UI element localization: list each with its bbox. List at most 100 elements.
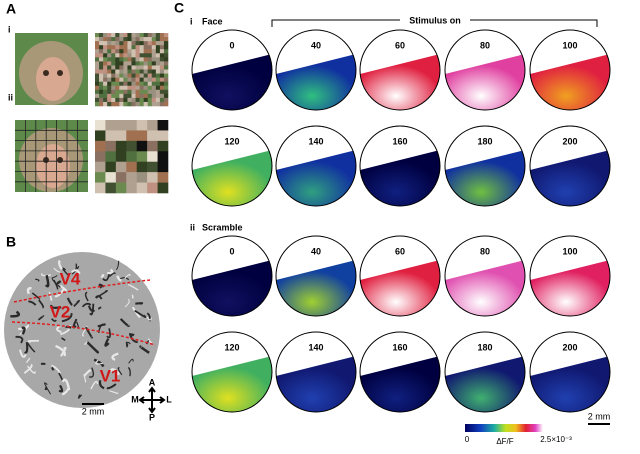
tile: [107, 37, 111, 41]
tile: [132, 37, 136, 41]
tile: [152, 53, 156, 57]
compass-label: A: [149, 377, 156, 387]
tile: [156, 65, 160, 69]
tile: [164, 41, 168, 45]
tile: [99, 57, 103, 61]
compass-label: L: [166, 394, 172, 404]
tile: [160, 65, 164, 69]
tile: [119, 61, 123, 65]
tile: [132, 94, 136, 98]
tile: [144, 57, 148, 61]
area-label: V2: [50, 302, 71, 321]
tile: [144, 86, 148, 90]
tile: [95, 53, 99, 57]
tile: [156, 49, 160, 53]
compass: [140, 388, 164, 412]
tile: [144, 90, 148, 94]
tile: [99, 41, 103, 45]
tile: [119, 78, 123, 82]
tile: [95, 49, 99, 53]
tile: [103, 94, 107, 98]
tile: [140, 90, 144, 94]
tile: [148, 86, 152, 90]
tile: [132, 98, 136, 102]
tile: [95, 70, 99, 74]
stimulus-label: Stimulus on: [409, 15, 461, 25]
tile: [99, 33, 103, 37]
tile: [95, 98, 99, 102]
tile: [126, 162, 137, 173]
tile: [144, 94, 148, 98]
tile: [148, 49, 152, 53]
tile: [123, 86, 127, 90]
tile: [156, 94, 160, 98]
tile: [103, 33, 107, 37]
tile: [111, 45, 115, 49]
tile: [99, 86, 103, 90]
tile: [115, 41, 119, 45]
tile: [156, 74, 160, 78]
row-label: i: [8, 24, 11, 34]
tile: [132, 86, 136, 90]
tile: [160, 33, 164, 37]
tile: [164, 57, 168, 61]
tile: [144, 78, 148, 82]
tile: [140, 53, 144, 57]
tile: [103, 82, 107, 86]
tile: [152, 49, 156, 53]
frame-time: 80: [480, 40, 490, 50]
tile: [116, 120, 127, 131]
tile: [116, 141, 127, 152]
tile: [144, 61, 148, 65]
tile: [115, 53, 119, 57]
cortex: [4, 252, 160, 408]
tile: [132, 82, 136, 86]
tile: [123, 78, 127, 82]
tile: [156, 102, 160, 106]
tile: [115, 70, 119, 74]
tile: [103, 37, 107, 41]
tile: [144, 33, 148, 37]
tile: [99, 61, 103, 65]
tile: [144, 45, 148, 49]
tile: [107, 102, 111, 106]
tile: [99, 82, 103, 86]
frame-time: 160: [392, 136, 407, 146]
tile: [127, 33, 131, 37]
tile: [103, 57, 107, 61]
tile: [136, 41, 140, 45]
tile: [111, 41, 115, 45]
tile: [160, 45, 164, 49]
tile: [119, 49, 123, 53]
tile: [119, 53, 123, 57]
frame-time: 40: [311, 40, 321, 50]
tile: [137, 141, 148, 152]
tile: [123, 45, 127, 49]
tile: [132, 102, 136, 106]
tile: [119, 57, 123, 61]
tile: [147, 130, 158, 141]
tile: [156, 90, 160, 94]
tile: [156, 53, 160, 57]
tile: [103, 90, 107, 94]
frame-time: 140: [308, 342, 323, 352]
tile: [95, 65, 99, 69]
tile: [111, 33, 115, 37]
tile: [126, 183, 137, 194]
tile: [164, 82, 168, 86]
tile: [115, 49, 119, 53]
tile: [148, 74, 152, 78]
tile: [132, 49, 136, 53]
tile: [137, 183, 148, 194]
tile: [148, 53, 152, 57]
tile: [140, 49, 144, 53]
scale-label: 2 mm: [82, 406, 105, 416]
tile: [152, 70, 156, 74]
tile: [123, 33, 127, 37]
tile: [95, 141, 106, 152]
tile: [99, 45, 103, 49]
tile: [140, 102, 144, 106]
tile: [107, 57, 111, 61]
tile: [164, 37, 168, 41]
scale-label: 2 mm: [588, 411, 611, 421]
